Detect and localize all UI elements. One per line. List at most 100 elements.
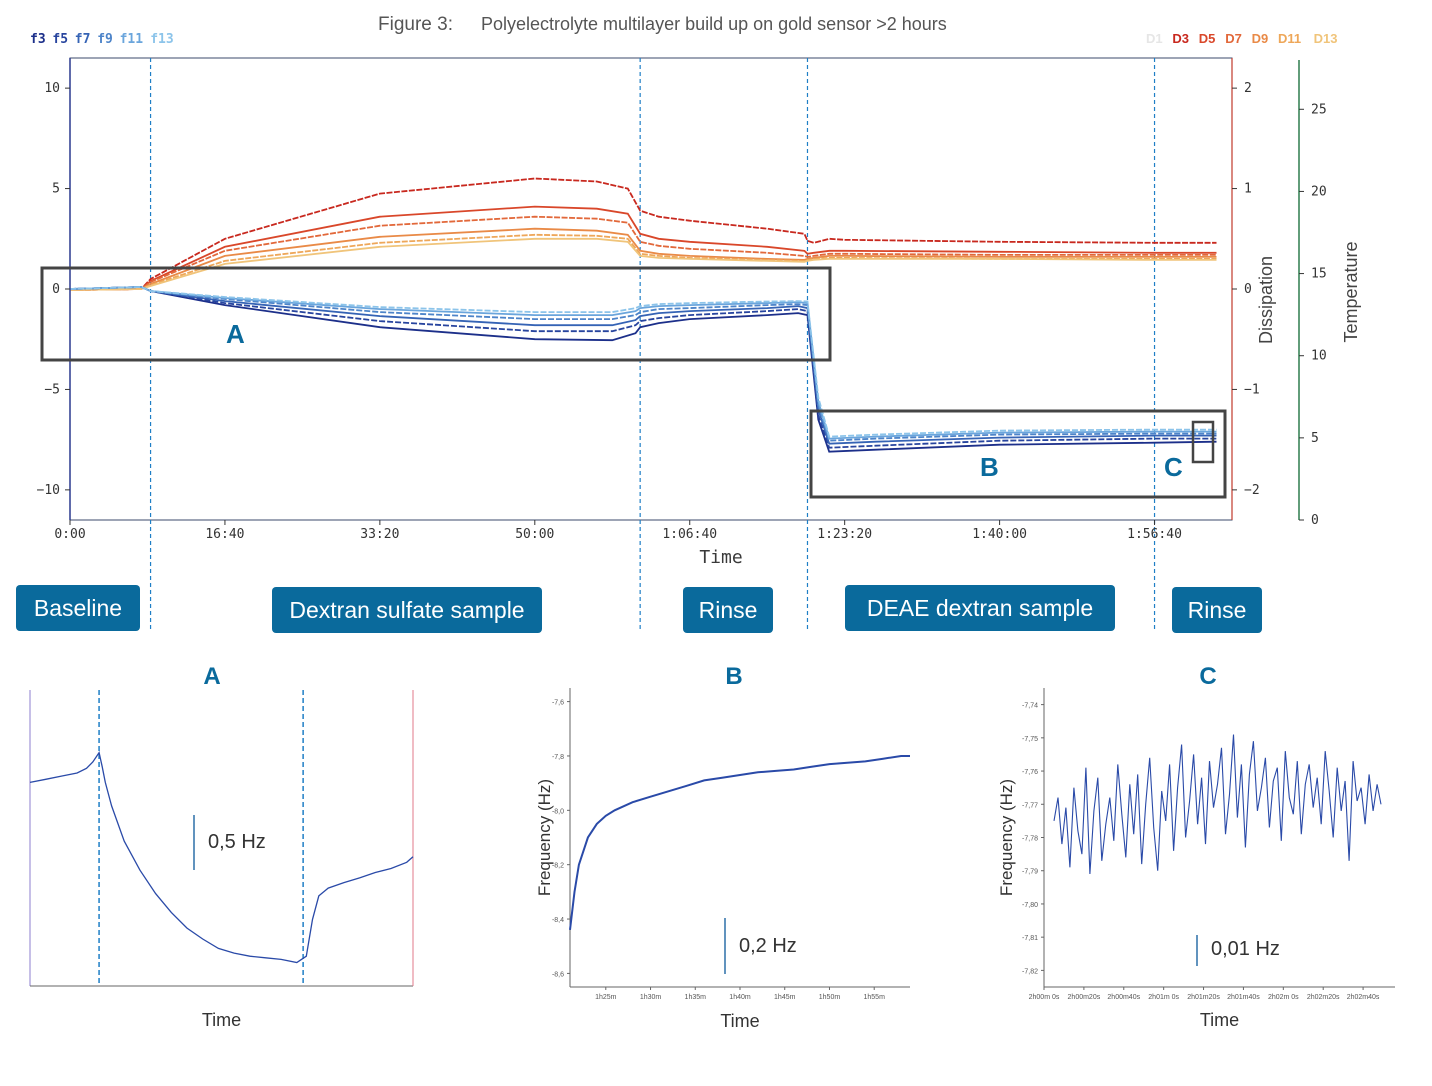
subchart-y-tick-label: -7,75 [1022,736,1038,743]
phase-boundary-lines [149,58,1156,632]
phase-label: Dextran sulfate sample [289,597,524,623]
subchart-y-tick-label: -7,81 [1022,935,1038,942]
subchart-x-tick-label: 1h50m [819,994,841,1001]
subchart-y-tick-label: -8,4 [552,917,564,924]
plot-frame [69,57,1233,521]
left-tick-label: −10 [37,483,60,498]
subchart-series-line [569,755,910,931]
phase-label: Rinse [699,597,758,623]
subchart-a: A Time 0,5 Hz [29,663,414,1030]
x-tick-label: 1:06:40 [662,527,717,542]
series-D3 [69,177,1217,291]
subchart-x-tick-label: 1h30m [640,994,662,1001]
subchart-x-tick-label: 2h02m40s [1347,994,1380,1001]
legend-item-f11: f11 [120,32,144,47]
subchart-y-tick-label: -8,0 [552,808,564,815]
phase-label: DEAE dextran sample [867,595,1093,621]
subchart-x-tick-label: 2h00m40s [1107,994,1140,1001]
subchart-x-tick-label: 2h01m40s [1227,994,1260,1001]
scale-bar-label: 0,01 Hz [1211,938,1280,960]
subchart-title: C [1199,663,1216,690]
temp-tick-label: 20 [1311,184,1327,199]
subchart-x-tick-label: 2h01m 0s [1148,994,1179,1001]
x-tick-label: 1:40:00 [972,527,1027,542]
series-D5 [69,205,1217,291]
right-tick-label: 1 [1244,182,1252,197]
series-f3 [69,286,1217,453]
legend-item-D3: D3 [1172,31,1189,46]
phase-box [1172,587,1262,633]
subchart-x-tick-label: 2h02m 0s [1268,994,1299,1001]
region-box-c [1191,420,1215,464]
phase-box [272,587,542,633]
legend-item-f3: f3 [30,32,46,47]
frequency-series [69,286,1217,453]
temp-tick-label: 5 [1311,431,1319,446]
left-tick-label: −5 [44,382,60,397]
region-label-c: C [1164,452,1183,482]
series-f11 [69,286,1217,440]
series-D11 [69,233,1217,291]
subchart-x-tick-label: 2h00m20s [1068,994,1101,1001]
subchart-x-label: Time [720,1011,759,1031]
subchart-y-tick-label: -7,8 [552,754,564,761]
subchart-x-label: Time [1200,1010,1239,1030]
legend-item-f7: f7 [75,32,91,47]
legend-item-D9: D9 [1252,31,1269,46]
region-boxes: A B C [40,266,1227,499]
subchart-x-tick-label: 1h35m [685,994,707,1001]
legend-item-D1: D1 [1146,31,1163,46]
series-f9 [69,286,1217,442]
x-tick-label: 0:00 [54,527,85,542]
legend-frequency: f3 f5 f7 f9 f11 f13 [30,32,174,47]
subchart-y-tick-label: -7,80 [1022,902,1038,909]
left-tick-label: 0 [52,282,60,297]
subchart-x-tick-label: 1h45m [774,994,796,1001]
right-tick-label: −1 [1244,382,1260,397]
temp-tick-label: 10 [1311,349,1327,364]
region-box-b [809,409,1227,499]
legend-item-D7: D7 [1225,31,1242,46]
subchart-y-label: Frequency (Hz) [997,779,1016,896]
dissipation-axis-label: Dissipation [1256,256,1276,344]
x-tick-label: 16:40 [205,527,244,542]
subchart-x-tick-label: 1h25m [595,994,617,1001]
subchart-title: B [725,663,742,690]
subchart-y-tick-label: -7,82 [1022,968,1038,975]
right-tick-label: 2 [1244,81,1252,96]
scale-bar-label: 0,2 Hz [739,935,797,957]
subchart-c: C Time Frequency (Hz) -7,74 -7,75 -7,76 -7,77 -… [997,663,1395,1030]
legend-item-D11: D11 [1278,31,1301,46]
series-f7 [69,286,1217,445]
left-tick-label: 5 [52,182,60,197]
subchart-x-tick-label: 1h40m [729,994,751,1001]
right-tick-label: −2 [1244,483,1260,498]
x-tick-label: 1:56:40 [1127,527,1182,542]
series-D13 [69,237,1217,291]
subchart-b: B Time Frequency (Hz) -7,6 -7,8 -8,0 -8,2 -8,4 -… [535,663,910,1031]
subchart-series-line [1053,734,1382,875]
subchart-x-tick-label: 2h02m20s [1307,994,1340,1001]
subchart-y-tick-label: -7,78 [1022,836,1038,843]
x-tick-label: 50:00 [515,527,554,542]
subchart-y-tick-label: -7,77 [1022,802,1038,809]
subchart-x-tick-label: 1h55m [864,994,886,1001]
region-label-a: A [226,319,245,349]
subchart-title: A [203,663,220,690]
legend-item-f9: f9 [97,32,113,47]
subchart-x-tick-label: 2h01m20s [1187,994,1220,1001]
subchart-series-line [29,750,414,964]
legend-item-D13: D13 [1314,31,1338,46]
temp-tick-label: 0 [1311,513,1319,528]
subchart-y-label: Frequency (Hz) [535,779,554,896]
series-D9 [69,227,1217,291]
legend-item-f5: f5 [52,32,68,47]
x-tick-label: 33:20 [360,527,399,542]
series-f13 [69,286,1217,438]
subchart-y-tick-label: -7,76 [1022,769,1038,776]
legend-item-f13: f13 [150,32,173,47]
phase-label: Baseline [34,595,122,621]
